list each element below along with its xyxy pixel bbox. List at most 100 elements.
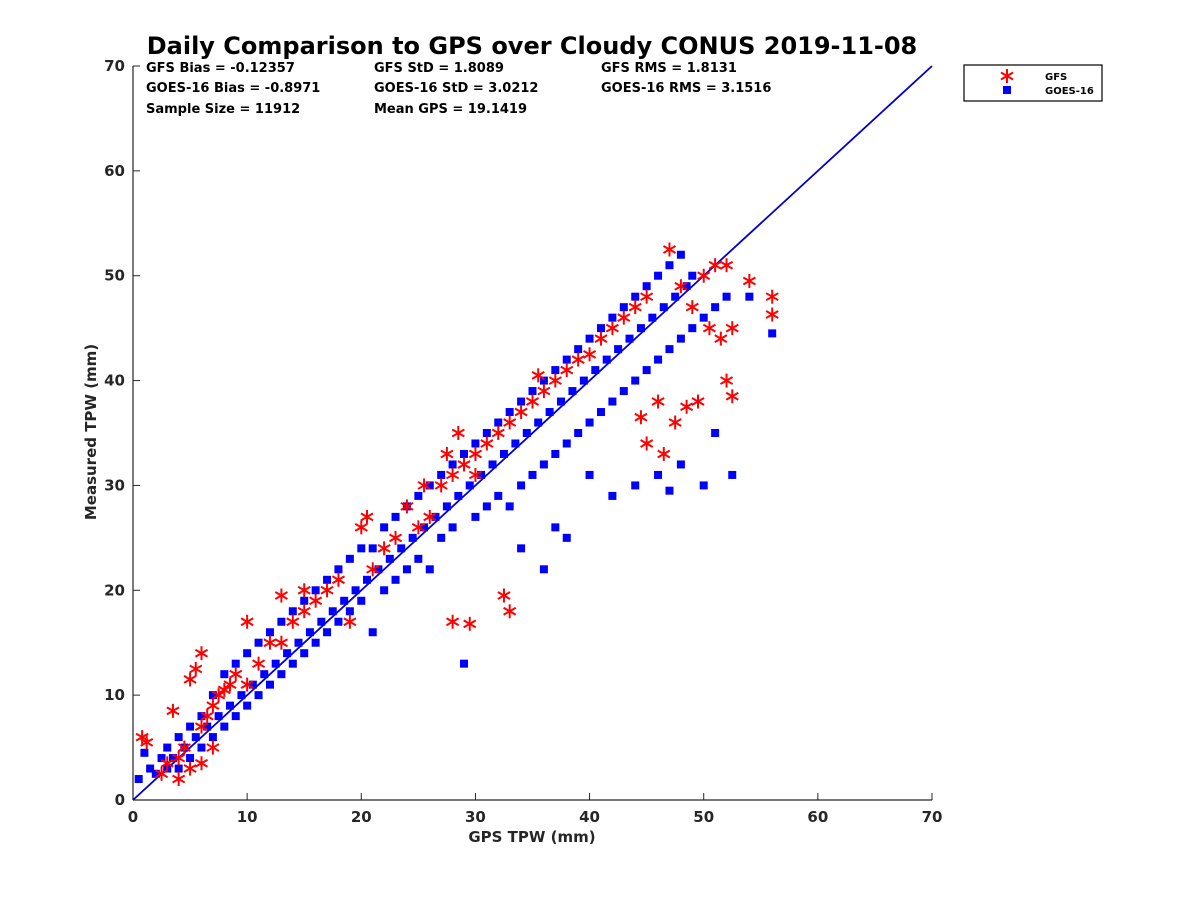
gfs-point — [286, 614, 300, 629]
goes16-point — [243, 649, 252, 658]
gfs-point — [640, 436, 654, 451]
goes16-point — [528, 387, 537, 396]
goes16-point — [448, 523, 457, 532]
goes16-point — [317, 617, 326, 626]
goes16-point — [351, 586, 360, 595]
goes16-point — [665, 261, 674, 270]
goes16-point — [711, 429, 720, 437]
goes16-point — [328, 607, 337, 616]
goes16-point — [186, 722, 195, 731]
gfs-point — [240, 677, 254, 692]
gfs-point — [240, 614, 254, 629]
goes16-point — [551, 366, 560, 375]
goes16-point — [482, 502, 491, 511]
stat-text: Sample Size = 11912 — [146, 102, 300, 117]
goes16-point — [728, 470, 737, 479]
goes16-point — [608, 491, 617, 500]
x-tick-label: 60 — [807, 808, 828, 826]
goes16-point — [539, 565, 548, 574]
goes16-point — [585, 470, 594, 479]
goes16-point — [311, 638, 320, 647]
goes16-point — [648, 313, 657, 322]
goes16-point — [231, 712, 240, 721]
x-tick-label: 10 — [237, 808, 258, 826]
goes16-point — [374, 565, 383, 574]
goes16-point — [608, 397, 617, 406]
goes16-point — [722, 292, 731, 301]
goes16-point — [311, 586, 320, 595]
gfs-point — [662, 242, 677, 257]
goes16-point — [460, 449, 469, 458]
gfs-point — [765, 307, 779, 322]
x-tick-label: 0 — [128, 808, 138, 826]
goes16-point — [477, 470, 486, 479]
goes16-point — [146, 764, 155, 773]
gfs-point — [217, 682, 231, 697]
gfs-point — [309, 593, 323, 608]
goes16-point — [688, 324, 697, 333]
goes16-point — [699, 481, 708, 490]
goes16-point — [260, 670, 269, 679]
goes16-point — [300, 649, 309, 658]
gfs-point — [223, 677, 237, 692]
goes16-point — [288, 659, 297, 668]
gfs-point — [685, 300, 699, 315]
goes16-point — [191, 733, 200, 742]
y-tick-label: 40 — [104, 372, 125, 390]
gfs-point — [560, 363, 574, 378]
goes16-point — [517, 397, 526, 406]
gfs-point — [354, 520, 368, 535]
goes16-point — [574, 429, 583, 437]
goes16-point — [186, 754, 195, 763]
goes16-point — [631, 292, 640, 301]
gfs-point — [514, 405, 528, 420]
goes16-point — [585, 418, 594, 427]
stat-text: GFS StD = 1.8089 — [374, 61, 504, 76]
gfs-point — [531, 368, 545, 383]
gfs-point — [548, 373, 562, 388]
gfs-point — [702, 321, 716, 336]
gfs-point — [183, 672, 197, 687]
gfs-point — [605, 321, 619, 336]
goes16-point — [517, 544, 526, 553]
stat-text: GOES-16 Bias = -0.8971 — [146, 81, 320, 96]
goes16-point — [654, 470, 663, 479]
goes16-point — [248, 680, 257, 689]
goes16-point — [402, 565, 411, 574]
goes16-point — [642, 282, 651, 291]
series-gfs-points — [135, 242, 779, 787]
gfs-point — [263, 635, 277, 650]
gfs-point — [719, 373, 734, 388]
goes16-point — [140, 748, 149, 757]
y-tick-label: 0 — [115, 791, 125, 809]
gfs-point — [628, 300, 642, 315]
goes16-point — [745, 292, 754, 301]
gfs-point — [206, 698, 220, 713]
series-goes16-points — [134, 250, 777, 784]
goes16-point — [671, 292, 680, 301]
goes16-point — [505, 408, 514, 417]
y-tick-label: 70 — [104, 57, 125, 75]
goes16-point — [534, 418, 543, 427]
goes16-point — [676, 334, 685, 343]
gfs-point — [154, 766, 169, 781]
stat-text: Mean GPS = 19.1419 — [374, 102, 527, 117]
gfs-point — [343, 614, 357, 629]
goes16-point — [134, 775, 143, 784]
goes16-point — [437, 470, 446, 479]
goes16-point — [625, 334, 634, 343]
goes16-point — [254, 691, 263, 700]
goes16-point — [220, 670, 229, 679]
goes16-point — [488, 460, 497, 469]
goes16-point — [659, 303, 668, 312]
gfs-point — [468, 467, 482, 482]
goes16-point — [237, 691, 246, 700]
gfs-point — [742, 273, 756, 288]
goes16-point — [425, 481, 434, 490]
gfs-point — [194, 719, 209, 734]
goes16-point — [414, 554, 423, 563]
goes16-point — [545, 408, 554, 417]
gfs-point — [251, 656, 266, 671]
goes16-point — [494, 418, 503, 427]
goes16-point — [619, 387, 628, 396]
